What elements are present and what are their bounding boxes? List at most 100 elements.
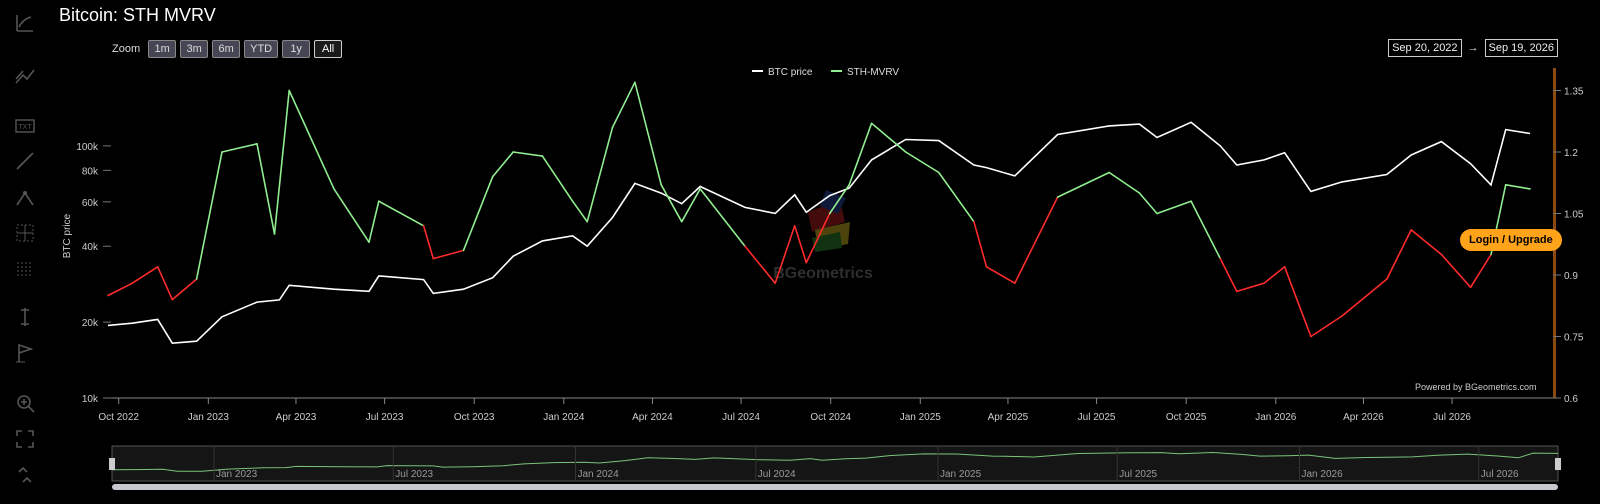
measure-icon[interactable]: [12, 186, 38, 212]
trend-line-icon[interactable]: [12, 64, 38, 90]
zoom-icon[interactable]: [12, 390, 38, 416]
y-tick-label: 60k: [82, 198, 99, 209]
navigator-left-handle[interactable]: [109, 458, 115, 470]
y-tick-label: 100k: [76, 142, 99, 153]
fullscreen-icon[interactable]: [12, 426, 38, 452]
range-to-input[interactable]: Sep 19, 2026: [1484, 39, 1558, 57]
sth-mvrv-segment: [1469, 253, 1492, 289]
sth-mvrv-segment: [793, 225, 808, 264]
collapse-icon[interactable]: [12, 462, 38, 488]
zoom-label: Zoom: [112, 43, 141, 55]
sth-mvrv-segment: [1056, 171, 1110, 198]
sth-mvrv-segment: [1108, 171, 1141, 194]
x-tick-label: Oct 2023: [454, 412, 495, 423]
sth-mvrv-segment: [1190, 200, 1222, 260]
x-tick-label: Oct 2024: [810, 412, 851, 423]
sth-mvrv-segment: [1283, 265, 1312, 338]
x-tick-label: Apr 2025: [988, 412, 1029, 423]
range-arrow: →: [1467, 42, 1479, 54]
zoom-all-button[interactable]: All: [314, 40, 343, 58]
text-annotation-icon[interactable]: TXT: [12, 114, 38, 140]
x-tick-label: Jul 2023: [366, 412, 404, 423]
navigator-right-handle[interactable]: [1555, 458, 1561, 470]
navigator-line: [111, 451, 1559, 472]
sth-mvrv-segment: [195, 151, 223, 280]
zoom-3m-button[interactable]: 3m: [180, 40, 209, 58]
btc-price-line: [107, 121, 1531, 345]
login-upgrade-button[interactable]: Login / Upgrade: [1460, 229, 1562, 251]
sth-mvrv-segment: [1386, 229, 1412, 280]
sth-mvrv-segment: [377, 200, 425, 227]
x-tick-label: Jan 2024: [543, 412, 585, 423]
y2-tick-label: 1.05: [1564, 210, 1584, 221]
sth-mvrv-segment: [107, 282, 134, 297]
bgeometrics-watermark: BGeometrics: [773, 190, 873, 282]
navigator-tick-label: Jul 2023: [395, 469, 433, 480]
line-icon[interactable]: [12, 148, 38, 174]
sth-mvrv-segment: [256, 143, 276, 235]
navigator-ticks: Jan 2023 Jul 2023 Jan 2024 Jul 2024 Jan 2025…: [213, 446, 1519, 481]
legend-sth-label[interactable]: STH-MVRV: [847, 67, 899, 78]
sth-mvrv-segment: [1263, 265, 1286, 285]
x-tick-label: Apr 2026: [1343, 412, 1384, 423]
watermark-text: BGeometrics: [773, 265, 873, 282]
sth-mvrv-segment: [131, 265, 159, 285]
sth-mvrv-segment: [171, 278, 198, 301]
crosshair-icon[interactable]: [12, 220, 38, 246]
sth-mvrv-segment: [848, 122, 873, 186]
sth-mvrv-segment: [571, 200, 589, 223]
zoom-ytd-button[interactable]: YTD: [244, 40, 279, 58]
legend-btc-label[interactable]: BTC price: [768, 67, 813, 78]
navigator[interactable]: Jan 2023 Jul 2023 Jan 2024 Jul 2024 Jan 2025…: [109, 445, 1561, 490]
x-tick-label: Jan 2025: [900, 412, 942, 423]
navigator-tick-label: Jan 2024: [578, 469, 620, 480]
y-tick-label: 10k: [82, 394, 99, 405]
grid-icon[interactable]: [12, 256, 38, 282]
sth-mvrv-segment: [288, 89, 335, 190]
x-tick-label: Jul 2025: [1078, 412, 1116, 423]
sth-mvrv-segment: [870, 122, 907, 153]
zoom-1m-button[interactable]: 1m: [148, 40, 177, 58]
navigator-tick-label: Jul 2025: [1119, 469, 1157, 480]
sth-mvrv-segment: [1341, 278, 1388, 317]
flag-icon[interactable]: [12, 340, 38, 366]
navigator-scrollbar[interactable]: [112, 484, 1558, 490]
sth-mvrv-segment: [512, 151, 544, 157]
zoom-6m-button[interactable]: 6m: [212, 40, 241, 58]
navigator-series: [111, 451, 1559, 472]
sth-mvrv-segment: [973, 220, 988, 268]
sth-mvrv-segment: [1504, 184, 1531, 190]
chart-legend: BTC price STH-MVRV: [752, 67, 899, 78]
sth-mvrv-segment: [699, 188, 746, 248]
date-range-selector: Sep 20, 2022 → Sep 19, 2026: [1388, 39, 1558, 57]
x-tick-label: Apr 2023: [276, 412, 317, 423]
sth-mvrv-segment: [985, 265, 1016, 285]
sth-mvrv-segment: [586, 126, 614, 223]
vertical-line-icon[interactable]: [12, 304, 38, 330]
sth-mvrv-segment: [156, 265, 174, 301]
y2-axis-ticks: 0.6 0.75 0.9 1.05 1.2 1.35: [1553, 87, 1584, 405]
sth-mvrv-segment: [680, 188, 702, 223]
navigator-tick-label: Jul 2026: [1481, 469, 1519, 480]
zoom-1y-button[interactable]: 1y: [282, 40, 311, 58]
range-from-input[interactable]: Sep 20, 2022: [1388, 39, 1462, 57]
sth-mvrv-segment: [1440, 253, 1472, 289]
series-layer: [107, 81, 1531, 345]
sth-mvrv-segment: [368, 200, 380, 243]
sth-mvrv-segment: [491, 151, 515, 178]
sth-mvrv-segment: [634, 81, 663, 186]
navigator-tick-label: Jan 2025: [940, 469, 982, 480]
sth-mvrv-segment: [462, 175, 494, 252]
y-axis-ticks: 10k 20k 40k 60k 80k 100k: [76, 142, 111, 405]
y2-tick-label: 1.35: [1564, 87, 1584, 98]
y2-tick-label: 0.6: [1564, 394, 1578, 405]
x-tick-label: Apr 2024: [632, 412, 673, 423]
sth-mvrv-segment: [1310, 315, 1343, 338]
svg-text:TXT: TXT: [18, 124, 32, 131]
sth-mvrv-segment: [273, 89, 291, 235]
sth-mvrv-segment: [333, 188, 370, 243]
y2-tick-label: 0.75: [1564, 333, 1584, 344]
y-axis-label: BTC price: [62, 213, 73, 258]
indicator-icon[interactable]: [12, 10, 38, 36]
